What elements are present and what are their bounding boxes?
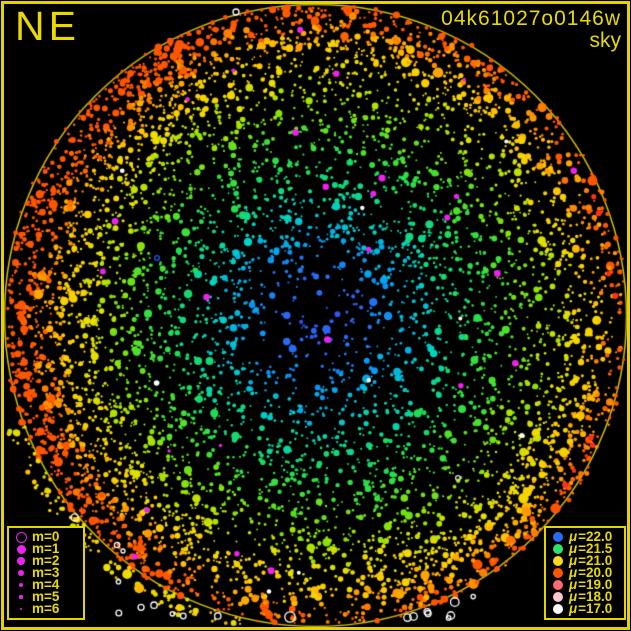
mu-color-dot bbox=[550, 579, 566, 591]
legend-m-label: m=5 bbox=[32, 589, 60, 604]
legend-m-row: m=3 bbox=[13, 565, 79, 580]
legend-m-label: m=0 bbox=[32, 529, 60, 544]
legend-m-label: m=3 bbox=[32, 565, 60, 580]
legend-mu-row: μ=21.5 bbox=[550, 541, 620, 556]
magnitude-dot-symbol bbox=[13, 570, 29, 576]
legend-mu-row: μ=22.0 bbox=[550, 529, 620, 544]
legend-m-label: m=6 bbox=[32, 601, 60, 616]
field-label: sky bbox=[589, 29, 622, 52]
magnitude-dot-symbol bbox=[13, 595, 29, 599]
legend-m-label: m=4 bbox=[32, 577, 60, 592]
magnitude-legend: m=0 m=1 m=2 m=3 m=4 m=5 m=6 bbox=[7, 526, 85, 620]
legend-m-row: m=2 bbox=[13, 553, 79, 568]
mu-color-dot bbox=[550, 555, 566, 567]
legend-mu-label: μ=18.0 bbox=[569, 589, 613, 604]
magnitude-dot-symbol bbox=[13, 544, 29, 554]
page-title: 04k61027o0146w bbox=[441, 7, 621, 30]
legend-mu-row: μ=19.0 bbox=[550, 577, 620, 592]
surface-brightness-legend: μ=22.0 μ=21.5 μ=21.0 μ=20.0 μ=19.0 μ=18.0 μ=17… bbox=[544, 526, 626, 620]
legend-mu-row: μ=20.0 bbox=[550, 565, 620, 580]
legend-mu-row: μ=17.0 bbox=[550, 601, 620, 616]
magnitude-ring-symbol bbox=[13, 531, 29, 543]
legend-mu-row: μ=21.0 bbox=[550, 553, 620, 568]
legend-m-row: m=6 bbox=[13, 601, 79, 616]
legend-mu-label: μ=20.0 bbox=[569, 565, 613, 580]
legend-m-label: m=2 bbox=[32, 553, 60, 568]
legend-m-label: m=1 bbox=[32, 541, 60, 556]
legend-m-row: m=4 bbox=[13, 577, 79, 592]
legend-mu-label: μ=22.0 bbox=[569, 529, 613, 544]
mu-color-dot bbox=[550, 531, 566, 543]
legend-mu-label: μ=17.0 bbox=[569, 601, 613, 616]
legend-m-row: m=5 bbox=[13, 589, 79, 604]
mu-color-dot bbox=[550, 603, 566, 615]
legend-mu-label: μ=21.5 bbox=[569, 541, 613, 556]
legend-m-row: m=0 bbox=[13, 529, 79, 544]
legend-mu-label: μ=19.0 bbox=[569, 577, 613, 592]
mu-color-dot bbox=[550, 567, 566, 579]
mu-color-dot bbox=[550, 543, 566, 555]
magnitude-dot-symbol bbox=[13, 607, 29, 611]
mu-color-dot bbox=[550, 591, 566, 603]
legend-mu-row: μ=18.0 bbox=[550, 589, 620, 604]
orientation-label: NE bbox=[15, 3, 80, 49]
magnitude-dot-symbol bbox=[13, 582, 29, 588]
legend-mu-label: μ=21.0 bbox=[569, 553, 613, 568]
magnitude-dot-symbol bbox=[13, 557, 29, 565]
legend-m-row: m=1 bbox=[13, 541, 79, 556]
